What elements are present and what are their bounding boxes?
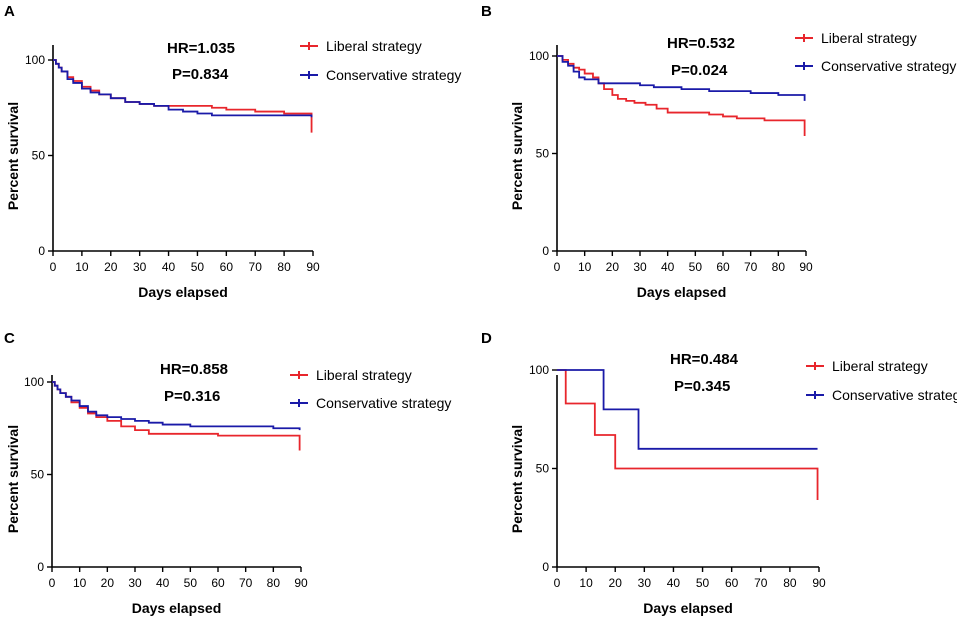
x-tick-label: 60 (716, 260, 730, 274)
conservative-survival-curve (557, 55, 806, 101)
y-axis-title: Percent survival (509, 425, 525, 533)
p-value: P=0.316 (164, 388, 220, 405)
x-tick-label: 30 (638, 576, 652, 590)
y-tick-label: 0 (542, 560, 549, 574)
x-tick-label: 40 (661, 260, 675, 274)
x-tick-label: 20 (609, 576, 623, 590)
x-tick-label: 20 (101, 576, 115, 590)
x-tick-label: 0 (554, 576, 561, 590)
panel-c: C 0 50 100 0 10 20 30 40 50 60 70 80 90 Days elapsed Pe… (4, 330, 451, 616)
legend-label-liberal: Liberal strategy (832, 358, 928, 374)
x-tick-label: 10 (579, 576, 593, 590)
x-tick-label: 50 (689, 260, 703, 274)
panel-label: B (481, 3, 492, 20)
x-tick-label: 70 (744, 260, 758, 274)
p-value: P=0.024 (671, 62, 728, 79)
y-tick-label: 50 (32, 149, 46, 163)
x-tick-label: 30 (128, 576, 142, 590)
x-tick-label: 70 (239, 576, 253, 590)
x-tick-label: 30 (133, 260, 147, 274)
x-tick-label: 0 (554, 260, 561, 274)
x-tick-label: 0 (50, 260, 57, 274)
x-tick-label: 20 (606, 260, 620, 274)
panel-b: B 0 50 100 0 10 20 30 40 50 60 70 80 90 Days elapsed Pe… (481, 3, 956, 300)
x-tick-label: 10 (578, 260, 592, 274)
panel-d: D 0 50 100 0 10 20 30 40 50 60 70 80 90 Days elapsed Pe… (481, 330, 957, 616)
panel-a: A 0 50 100 0 10 20 30 40 50 60 70 80 90 Days elapsed Pe… (4, 3, 461, 300)
x-tick-label: 80 (277, 260, 291, 274)
x-tick-label: 70 (249, 260, 263, 274)
panel-label: C (4, 330, 15, 347)
y-tick-label: 100 (25, 53, 45, 67)
legend-label-conservative: Conservative strategy (316, 395, 451, 411)
x-axis-title: Days elapsed (643, 600, 733, 616)
y-axis-title: Percent survival (5, 425, 21, 533)
y-axis-title: Percent survival (5, 102, 21, 210)
liberal-survival-curve (557, 369, 819, 501)
legend-label-liberal: Liberal strategy (316, 367, 412, 383)
legend-label-conservative: Conservative strategy (832, 387, 957, 403)
p-value: P=0.834 (172, 66, 229, 83)
y-tick-label: 0 (542, 244, 549, 258)
x-tick-label: 20 (104, 260, 118, 274)
x-tick-label: 50 (696, 576, 710, 590)
x-axis-title: Days elapsed (132, 600, 222, 616)
x-axis-title: Days elapsed (637, 284, 727, 300)
x-tick-label: 10 (75, 260, 89, 274)
conservative-survival-curve (52, 381, 301, 431)
x-tick-label: 30 (633, 260, 647, 274)
x-tick-label: 70 (754, 576, 768, 590)
legend-label-liberal: Liberal strategy (821, 30, 917, 46)
hazard-ratio: HR=0.858 (160, 361, 228, 378)
conservative-survival-curve (53, 59, 313, 118)
legend-label-liberal: Liberal strategy (326, 38, 422, 54)
liberal-survival-curve (557, 55, 806, 136)
panel-label: A (4, 3, 15, 20)
p-value: P=0.345 (674, 378, 730, 395)
x-tick-label: 0 (49, 576, 56, 590)
x-tick-label: 40 (156, 576, 170, 590)
hazard-ratio: HR=0.532 (667, 35, 735, 52)
y-tick-label: 100 (529, 49, 549, 63)
y-tick-label: 50 (536, 147, 550, 161)
y-tick-label: 0 (38, 244, 45, 258)
x-tick-label: 50 (184, 576, 198, 590)
panel-label: D (481, 330, 492, 347)
x-tick-label: 40 (162, 260, 176, 274)
x-tick-label: 60 (220, 260, 234, 274)
x-tick-label: 80 (772, 260, 786, 274)
x-tick-label: 90 (294, 576, 308, 590)
hazard-ratio: HR=0.484 (670, 351, 739, 368)
x-tick-label: 90 (306, 260, 320, 274)
x-tick-label: 90 (812, 576, 826, 590)
conservative-survival-curve (557, 369, 818, 450)
x-tick-label: 80 (267, 576, 281, 590)
legend-label-conservative: Conservative strategy (326, 67, 461, 83)
x-tick-label: 60 (725, 576, 739, 590)
y-tick-label: 0 (37, 560, 44, 574)
y-tick-label: 100 (24, 375, 44, 389)
x-tick-label: 10 (73, 576, 87, 590)
x-tick-label: 60 (211, 576, 225, 590)
legend-label-conservative: Conservative strategy (821, 58, 956, 74)
x-tick-label: 40 (667, 576, 681, 590)
y-tick-label: 50 (536, 462, 550, 476)
x-tick-label: 50 (191, 260, 205, 274)
x-axis-title: Days elapsed (138, 284, 228, 300)
x-tick-label: 80 (783, 576, 797, 590)
y-axis-title: Percent survival (509, 102, 525, 210)
x-tick-label: 90 (799, 260, 813, 274)
y-tick-label: 50 (31, 468, 45, 482)
hazard-ratio: HR=1.035 (167, 40, 235, 57)
y-tick-label: 100 (529, 363, 549, 377)
